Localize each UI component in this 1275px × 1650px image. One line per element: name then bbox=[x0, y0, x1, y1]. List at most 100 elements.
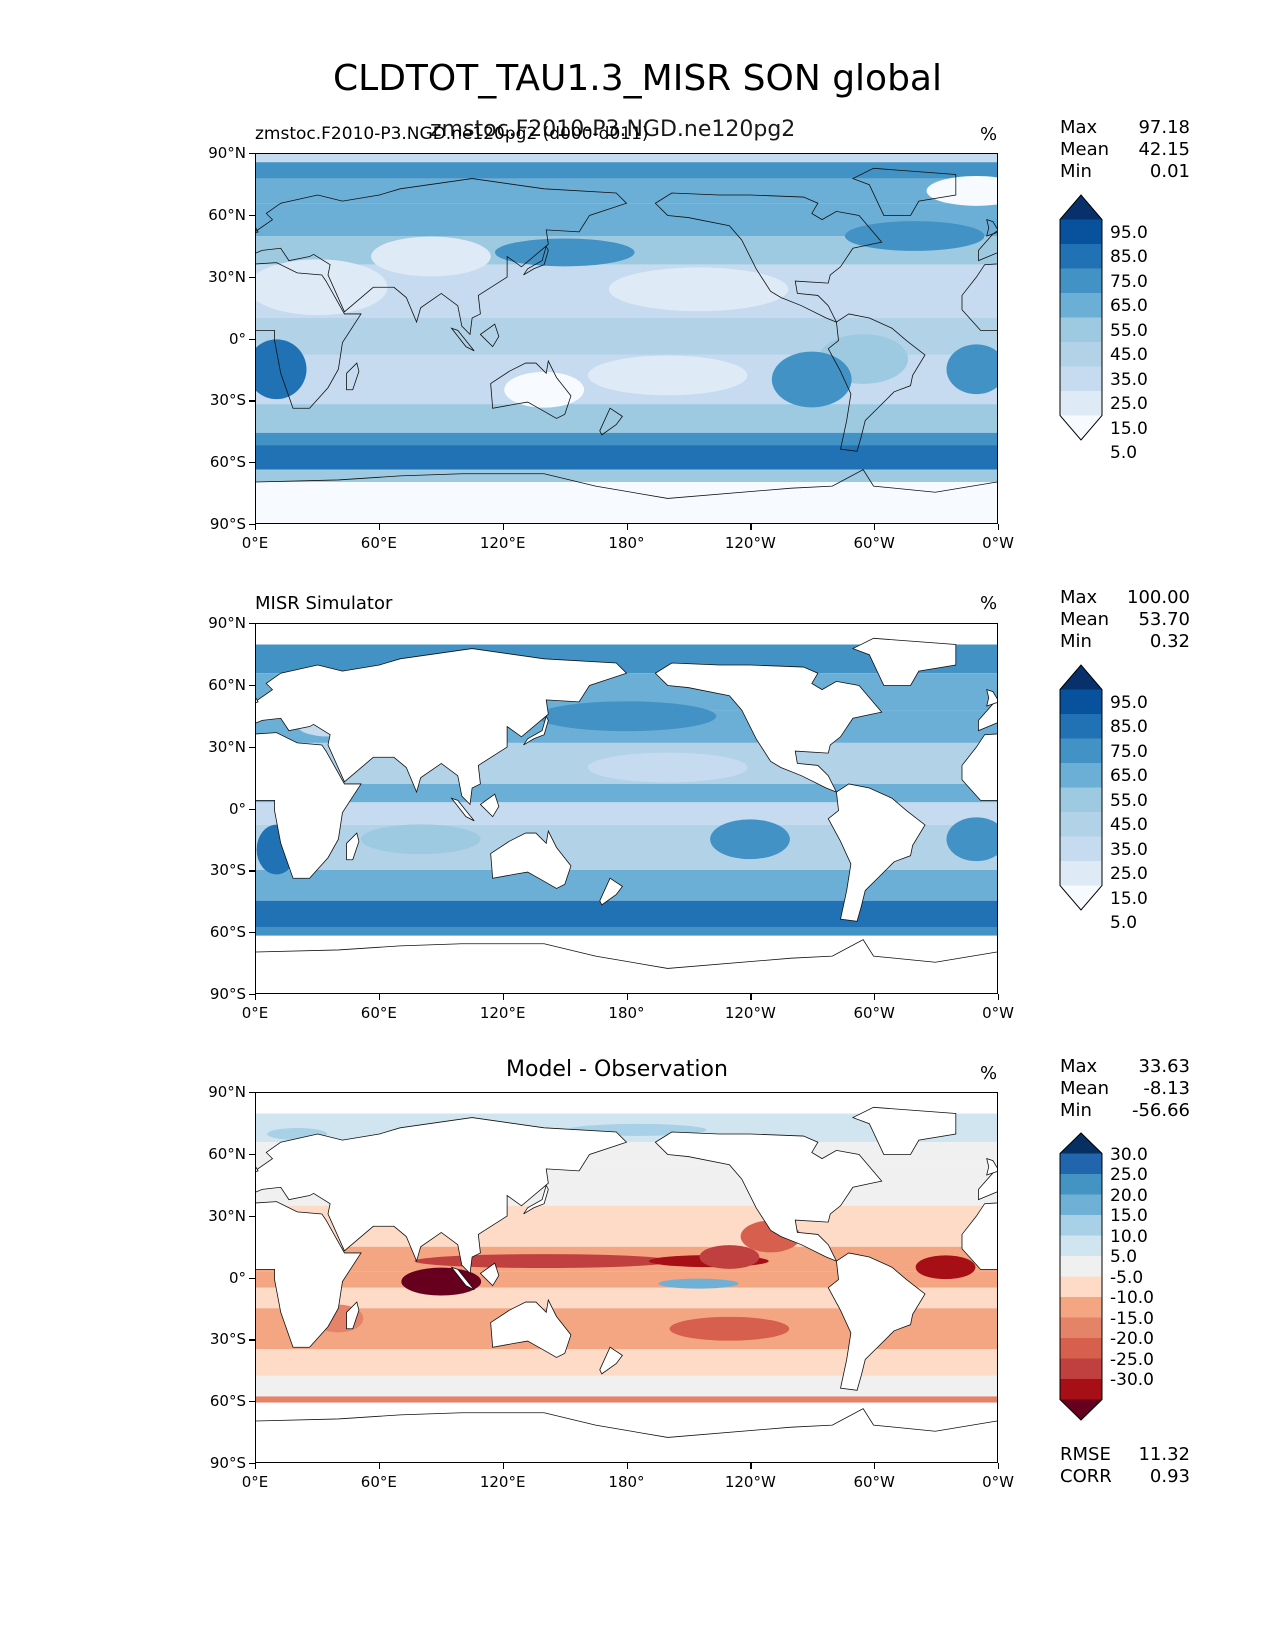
panel-model: zmstoc.F2010-P3.NGD.ne120pg2 (d000-d011)… bbox=[0, 0, 1275, 552]
colorbar-level-label: 75.0 bbox=[1110, 741, 1148, 762]
cloud-band bbox=[256, 783, 997, 803]
colorbar-level-label: 45.0 bbox=[1110, 815, 1148, 836]
colorbar-level-label: 10.0 bbox=[1110, 1226, 1148, 1247]
panel-diff-units: % bbox=[980, 1063, 998, 1084]
coast-eurasia bbox=[978, 700, 997, 732]
coast-southAmerica bbox=[827, 1252, 926, 1391]
cloud-band bbox=[256, 469, 997, 482]
coastlines bbox=[256, 167, 997, 499]
panel-diff: Model - Observation % Max 33.63 Mean -8.13… bbox=[0, 0, 1275, 1491]
colorbar-level-label: -30.0 bbox=[1110, 1370, 1154, 1390]
coast-uk bbox=[986, 1158, 997, 1176]
ytick-label: 30°N bbox=[208, 267, 246, 286]
ytick-label: 60°S bbox=[209, 453, 246, 472]
xtick-label: 0°W bbox=[982, 534, 1014, 552]
coast-africa bbox=[256, 732, 362, 879]
ytick-label: 90°S bbox=[209, 985, 246, 1003]
coast-borneo bbox=[479, 1262, 500, 1287]
colorbar-segment bbox=[1060, 1194, 1102, 1215]
ytick-mark bbox=[249, 623, 255, 625]
panel-obs-left-title: MISR Simulator bbox=[255, 593, 393, 614]
coast-eurasia bbox=[256, 648, 628, 806]
colorbar-level-label: 65.0 bbox=[1110, 296, 1148, 317]
xtick-mark bbox=[255, 1463, 257, 1469]
colorbar-level-label: 95.0 bbox=[1110, 222, 1148, 243]
cloud-band bbox=[256, 900, 997, 928]
coast-newZealand bbox=[599, 1346, 623, 1375]
coast-uk bbox=[256, 227, 259, 233]
xtick-mark bbox=[874, 1463, 876, 1469]
ytick-mark bbox=[249, 1463, 255, 1465]
ytick-label: 30°S bbox=[209, 1330, 246, 1349]
cloud-band bbox=[256, 927, 997, 936]
xtick-label: 120°E bbox=[479, 1004, 526, 1022]
ytick-mark bbox=[249, 400, 255, 402]
colorbar-segment bbox=[1060, 1399, 1102, 1420]
diff-colorbar bbox=[1059, 1132, 1103, 1424]
colorbar-segment bbox=[1060, 1338, 1102, 1359]
ytick-label: 30°N bbox=[208, 1206, 246, 1225]
colorbar-level-label: -20.0 bbox=[1110, 1329, 1154, 1349]
xtick-mark bbox=[874, 524, 876, 530]
coast-japan bbox=[523, 245, 549, 276]
colorbar-segment bbox=[1060, 1133, 1102, 1154]
colorbar-outline bbox=[1059, 1132, 1103, 1421]
colorbar-segment bbox=[1060, 268, 1102, 293]
ytick-label: 60°S bbox=[209, 1392, 246, 1411]
coast-sumatra bbox=[450, 1266, 475, 1291]
colorbar-svg bbox=[1059, 1132, 1103, 1421]
xtick-mark bbox=[874, 994, 876, 1000]
colorbar-level-label: 15.0 bbox=[1110, 418, 1148, 439]
figure-title: CLDTOT_TAU1.3_MISR SON global bbox=[333, 58, 942, 99]
xtick-label: 60°W bbox=[853, 534, 895, 552]
cloud-patch bbox=[414, 1254, 674, 1269]
coast-northAmerica bbox=[654, 192, 883, 323]
cloud-band bbox=[256, 178, 997, 204]
xtick-mark bbox=[378, 994, 381, 1000]
colorbar-segment bbox=[1060, 1317, 1102, 1338]
xtick-label: 120°W bbox=[724, 1004, 776, 1022]
ytick-mark bbox=[249, 338, 255, 340]
xtick-label: 0°E bbox=[241, 534, 269, 552]
colorbar-level-label: 20.0 bbox=[1110, 1185, 1148, 1206]
obs-mean: Mean 53.70 bbox=[1060, 609, 1190, 630]
model-map bbox=[255, 153, 998, 524]
colorbar-segment bbox=[1060, 293, 1102, 318]
colorbar-level-label: 85.0 bbox=[1110, 717, 1148, 738]
xtick-mark bbox=[998, 524, 1000, 530]
coast-japan bbox=[523, 715, 549, 746]
cloud-patch bbox=[669, 1316, 790, 1341]
colorbar-level-label: 5.0 bbox=[1110, 913, 1138, 934]
colorbar-level-label: 55.0 bbox=[1110, 320, 1148, 341]
model-max: Max 97.18 bbox=[1060, 117, 1190, 138]
colorbar-segment bbox=[1060, 1297, 1102, 1318]
colorbar-outline bbox=[1059, 664, 1103, 911]
cloud-band bbox=[256, 802, 997, 825]
xtick-label: 120°E bbox=[479, 534, 526, 552]
ytick-label: 90°N bbox=[208, 614, 246, 632]
colorbar-level-label: 75.0 bbox=[1110, 271, 1148, 292]
colorbar-level-label: 15.0 bbox=[1110, 888, 1148, 909]
coast-africa bbox=[256, 1201, 362, 1348]
xtick-mark bbox=[378, 524, 381, 530]
cloud-patch bbox=[926, 175, 997, 206]
cloud-band bbox=[256, 432, 997, 446]
diff-map-svg bbox=[256, 1106, 997, 1438]
colorbar-segment bbox=[1060, 665, 1102, 690]
xtick-label: 0°W bbox=[982, 1004, 1014, 1022]
coast-greenland bbox=[851, 167, 957, 216]
colorbar-segment bbox=[1060, 1215, 1102, 1236]
coast-australia bbox=[490, 359, 572, 419]
coast-africa bbox=[256, 262, 362, 409]
ytick-label: 0° bbox=[228, 329, 246, 348]
colorbar-level-label: -10.0 bbox=[1110, 1288, 1154, 1308]
coast-northAmerica bbox=[654, 662, 883, 793]
coast-africa bbox=[961, 1202, 997, 1270]
diff-rmse: RMSE 11.32 bbox=[1060, 1444, 1190, 1465]
ytick-mark bbox=[249, 1215, 255, 1217]
coast-uk bbox=[256, 697, 259, 703]
xtick-label: 60°E bbox=[360, 534, 397, 552]
colorbar-segment bbox=[1060, 714, 1102, 739]
coast-japan bbox=[523, 1184, 549, 1215]
xtick-mark bbox=[502, 1463, 504, 1469]
